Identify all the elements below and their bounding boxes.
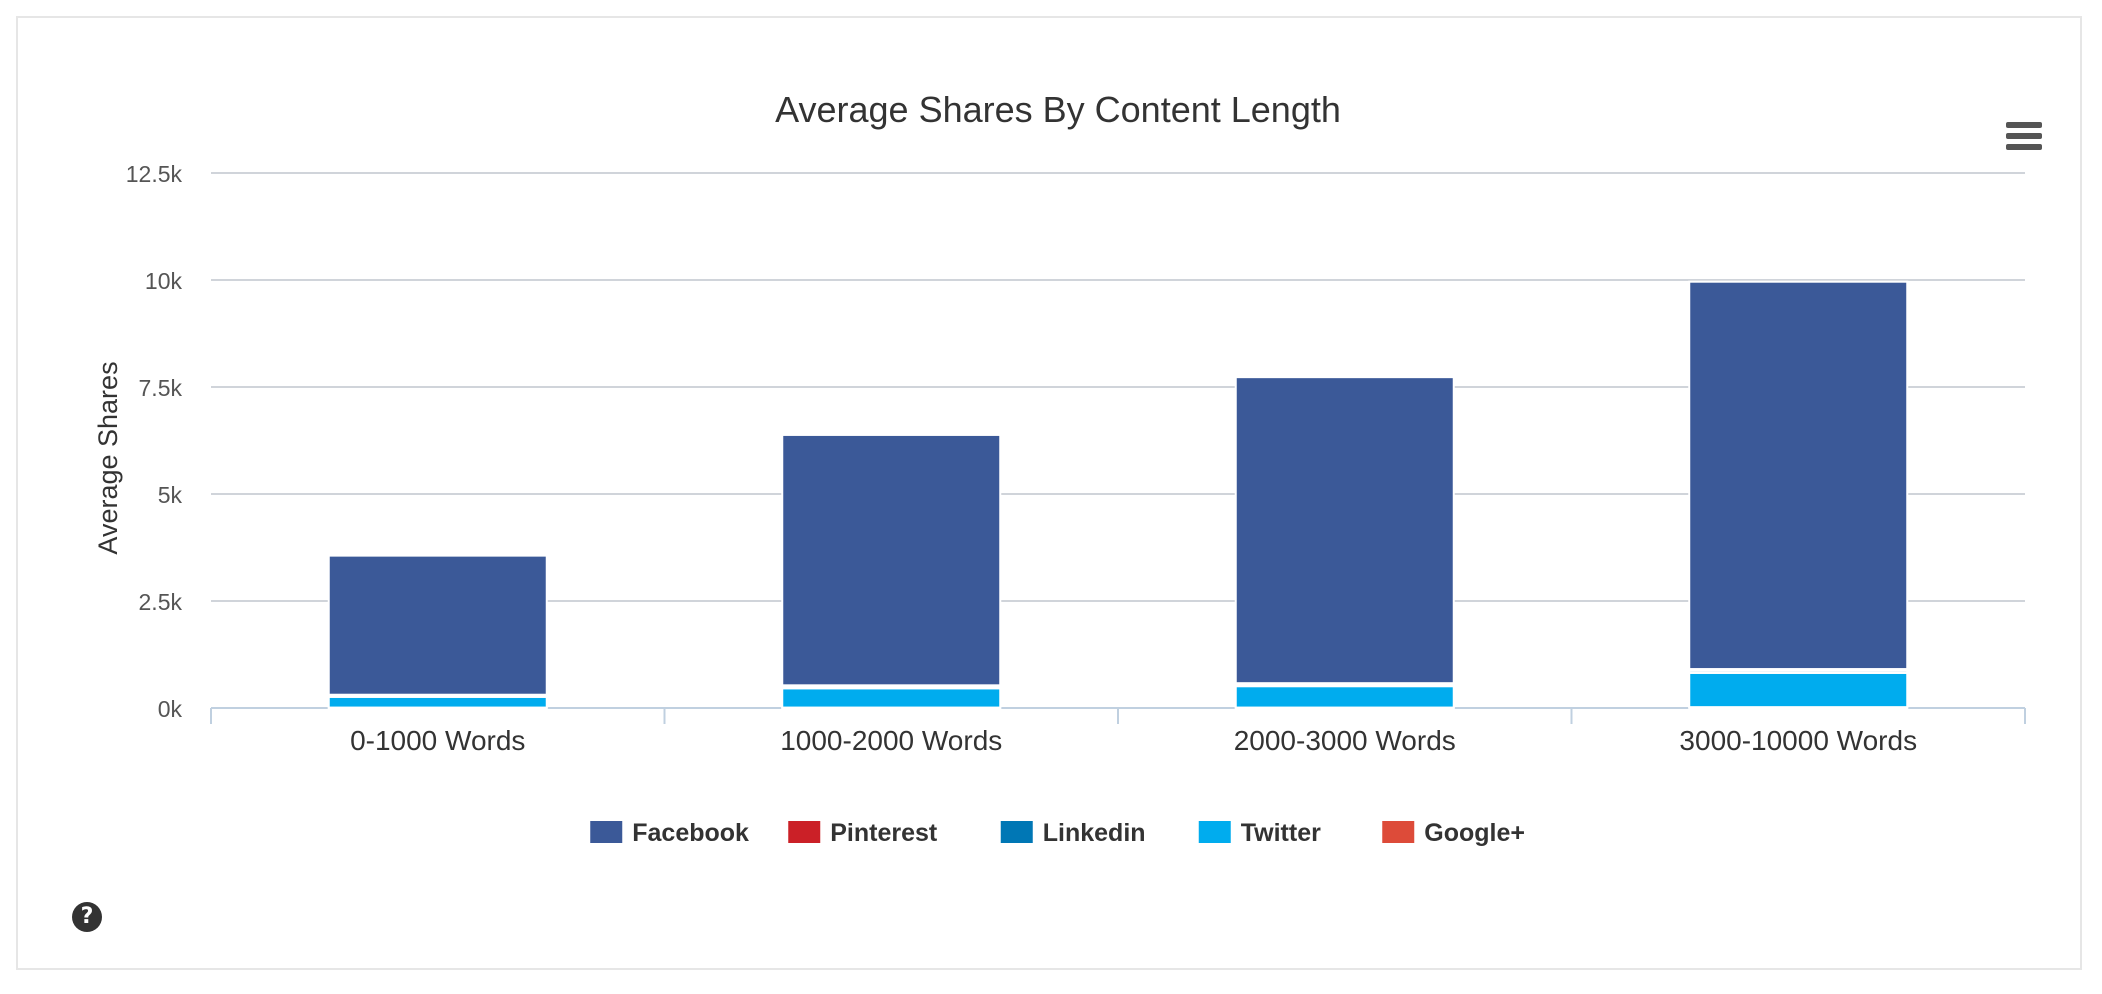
legend-label: Pinterest <box>830 819 938 847</box>
y-tick-label: 7.5k <box>139 375 183 401</box>
y-tick-label: 12.5k <box>126 161 183 187</box>
legend: Facebook Pinterest Linkedin Twitter Google+ <box>590 819 1525 847</box>
bar-segment-facebook <box>1688 280 1909 671</box>
legend-swatch-pinterest <box>788 821 821 843</box>
legend-swatch-facebook <box>590 821 623 843</box>
y-tick-label: 0k <box>158 696 183 722</box>
chart-svg: Average Shares By Content Length Average… <box>93 89 2026 847</box>
x-tick-label: 0-1000 Words <box>350 725 525 756</box>
legend-label: Facebook <box>632 819 749 847</box>
plot-area: 0k 2.5k 5k 7.5k 10k 12.5k 0-1000 Words 1000-200… <box>126 161 2026 756</box>
legend-label: Linkedin <box>1043 819 1146 847</box>
legend-label: Google+ <box>1424 819 1525 847</box>
bar-segment-twitter <box>781 687 1002 709</box>
bar-segment-twitter <box>1234 685 1455 709</box>
y-tick-label: 2.5k <box>139 589 183 615</box>
legend-swatch-google <box>1382 821 1415 843</box>
chart-card: Average Shares By Content Length Average… <box>16 16 2082 970</box>
legend-label: Twitter <box>1241 819 1321 847</box>
legend-swatch-twitter <box>1198 821 1231 843</box>
y-axis-title: Average Shares <box>93 361 123 554</box>
x-tick-label: 1000-2000 Words <box>780 725 1002 756</box>
question-circle-icon[interactable]: ? <box>72 902 102 932</box>
y-tick-label: 5k <box>158 482 183 508</box>
bar-segment-twitter <box>1688 671 1909 709</box>
y-tick-label: 10k <box>145 268 183 294</box>
bar-segment-facebook <box>327 554 548 696</box>
chart-title: Average Shares By Content Length <box>775 89 1341 130</box>
x-tick-label: 2000-3000 Words <box>1234 725 1456 756</box>
hamburger-menu-icon[interactable] <box>2006 122 2042 154</box>
bar-segment-twitter <box>327 695 548 709</box>
bar-segment-facebook <box>1234 376 1455 685</box>
x-tick-label: 3000-10000 Words <box>1679 725 1917 756</box>
bar-segment-facebook <box>781 433 1002 687</box>
legend-swatch-linkedin <box>1000 821 1033 843</box>
